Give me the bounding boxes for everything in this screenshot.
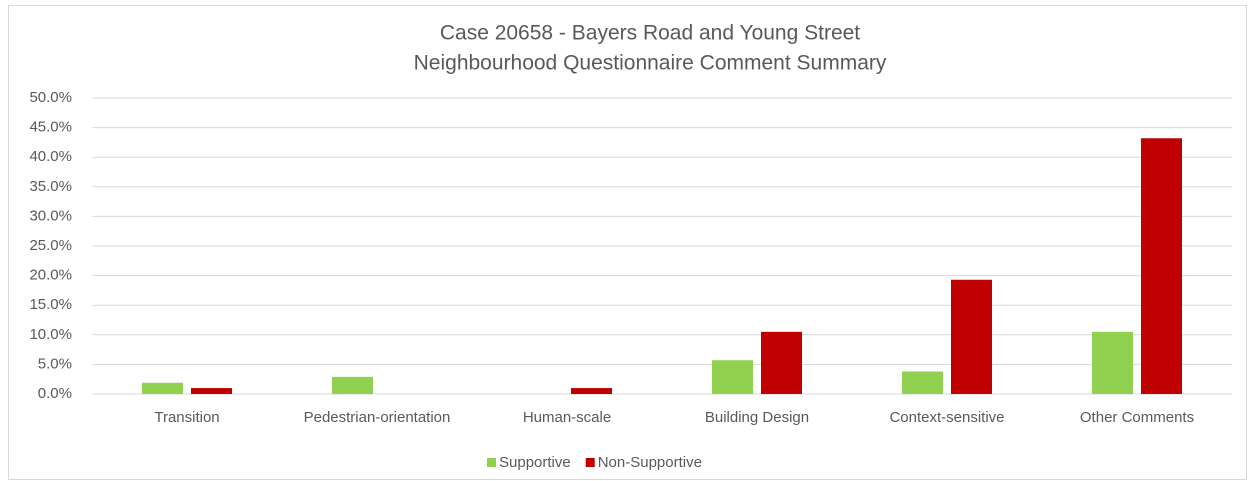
legend-label: Non-Supportive (598, 454, 702, 471)
y-tick-label: 15.0% (29, 296, 72, 313)
legend-swatch (585, 458, 595, 467)
x-tick-label: Other Comments (1080, 409, 1194, 426)
chart-title: Case 20658 - Bayers Road and Young Stree… (440, 22, 860, 45)
bar (332, 376, 373, 394)
y-tick-label: 40.0% (29, 148, 72, 165)
legend-label: Supportive (499, 454, 571, 471)
bar (712, 360, 753, 394)
y-tick-label: 0.0% (38, 385, 72, 402)
y-tick-label: 45.0% (29, 119, 72, 136)
y-tick-label: 10.0% (29, 326, 72, 343)
bar (951, 279, 992, 394)
bar (191, 388, 232, 394)
y-tick-label: 5.0% (38, 355, 72, 372)
y-tick-label: 20.0% (29, 267, 72, 284)
y-tick-label: 50.0% (29, 89, 72, 106)
y-tick-label: 30.0% (29, 207, 72, 224)
x-tick-label: Pedestrian-orientation (304, 409, 451, 426)
legend-swatch (487, 458, 496, 467)
x-tick-label: Building Design (705, 409, 809, 426)
bar (571, 388, 612, 394)
y-tick-label: 25.0% (29, 237, 72, 254)
bar (142, 382, 183, 394)
bar (902, 371, 943, 394)
x-tick-label: Transition (154, 409, 219, 426)
x-tick-label: Context-sensitive (889, 409, 1004, 426)
chart-title: Neighbourhood Questionnaire Comment Summ… (414, 52, 887, 75)
bar (1141, 138, 1182, 394)
x-tick-label: Human-scale (523, 409, 611, 426)
bar (761, 331, 802, 394)
y-tick-label: 35.0% (29, 178, 72, 195)
bar (1092, 331, 1133, 394)
chart-frame (8, 5, 1247, 480)
